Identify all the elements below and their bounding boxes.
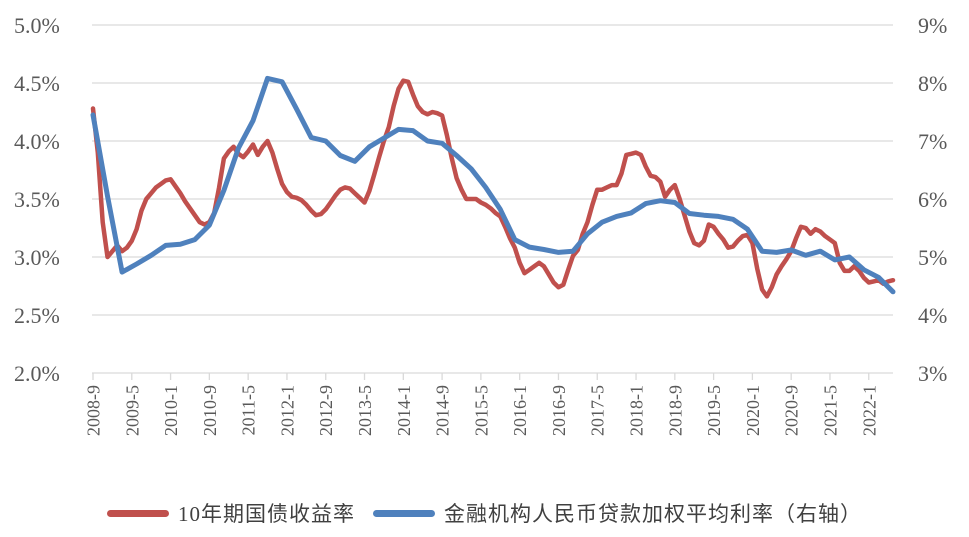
dual-axis-line-chart: 5.0% 4.5% 4.0% 3.5% 3.0% 2.5% 2.0% 9% 8% 7% 6% 5% 4%… (14, 13, 947, 436)
x-axis-label: 2019-5 (704, 385, 724, 436)
x-axis-label: 2018-1 (627, 385, 647, 436)
y-axis-left-label: 2.0% (14, 361, 60, 386)
x-axis-label: 2012-9 (316, 385, 336, 436)
loan-rate-line-swatch (373, 509, 435, 517)
y-axis-right-label: 8% (918, 71, 947, 96)
treasury-yield-line (90, 78, 896, 299)
y-axis-right-label: 4% (918, 303, 947, 328)
y-axis-right-label: 6% (918, 187, 947, 212)
legend-item-treasury-yield: 10年期国债收益率 (107, 498, 355, 528)
x-axis-label: 2008-9 (84, 385, 104, 436)
x-axis-label: 2015-5 (471, 385, 491, 436)
y-axis-left-label: 5.0% (14, 13, 60, 38)
x-axis-label: 2016-1 (510, 385, 530, 436)
x-axis-label: 2012-1 (277, 385, 297, 436)
x-axis-label: 2020-9 (782, 385, 802, 436)
y-axis-right-label: 9% (918, 13, 947, 38)
chart-canvas: 5.0% 4.5% 4.0% 3.5% 3.0% 2.5% 2.0% 9% 8% 7% 6% 5% 4%… (14, 13, 947, 436)
x-axis-label: 2018-9 (665, 385, 685, 436)
x-axis-label: 2013-5 (355, 385, 375, 436)
chart-legend: 10年期国债收益率 金融机构人民币贷款加权平均利率（右轴） (0, 495, 969, 531)
legend-label: 金融机构人民币贷款加权平均利率（右轴） (444, 502, 862, 526)
x-axis-label: 2017-5 (588, 385, 608, 436)
legend-item-loan-rate: 金融机构人民币贷款加权平均利率（右轴） (373, 498, 862, 528)
x-axis-label: 2016-9 (549, 385, 569, 436)
legend-label: 10年期国债收益率 (178, 502, 355, 526)
x-axis-label: 2011-5 (239, 385, 259, 435)
x-axis-label: 2014-9 (433, 385, 453, 436)
y-axis-left-label: 3.0% (14, 245, 60, 270)
x-axis-label: 2020-1 (743, 385, 763, 436)
x-axis-label: 2014-1 (394, 385, 414, 436)
y-axis-right-label: 7% (918, 129, 947, 154)
x-axis-label: 2010-1 (161, 385, 181, 436)
y-axis-right-label: 5% (918, 245, 947, 270)
y-axis-left-label: 4.5% (14, 71, 60, 96)
x-axis-label: 2009-5 (122, 385, 142, 436)
y-axis-left-label: 3.5% (14, 187, 60, 212)
x-axis-label: 2021-5 (820, 385, 840, 436)
y-axis-left-label: 2.5% (14, 303, 60, 328)
x-axis-label: 2022-1 (859, 385, 879, 436)
treasury-yield-line-swatch (107, 509, 169, 517)
x-axis-label: 2010-9 (200, 385, 220, 436)
y-axis-left-label: 4.0% (14, 129, 60, 154)
loan-rate-line (90, 75, 896, 295)
y-axis-right-label: 3% (918, 361, 947, 386)
